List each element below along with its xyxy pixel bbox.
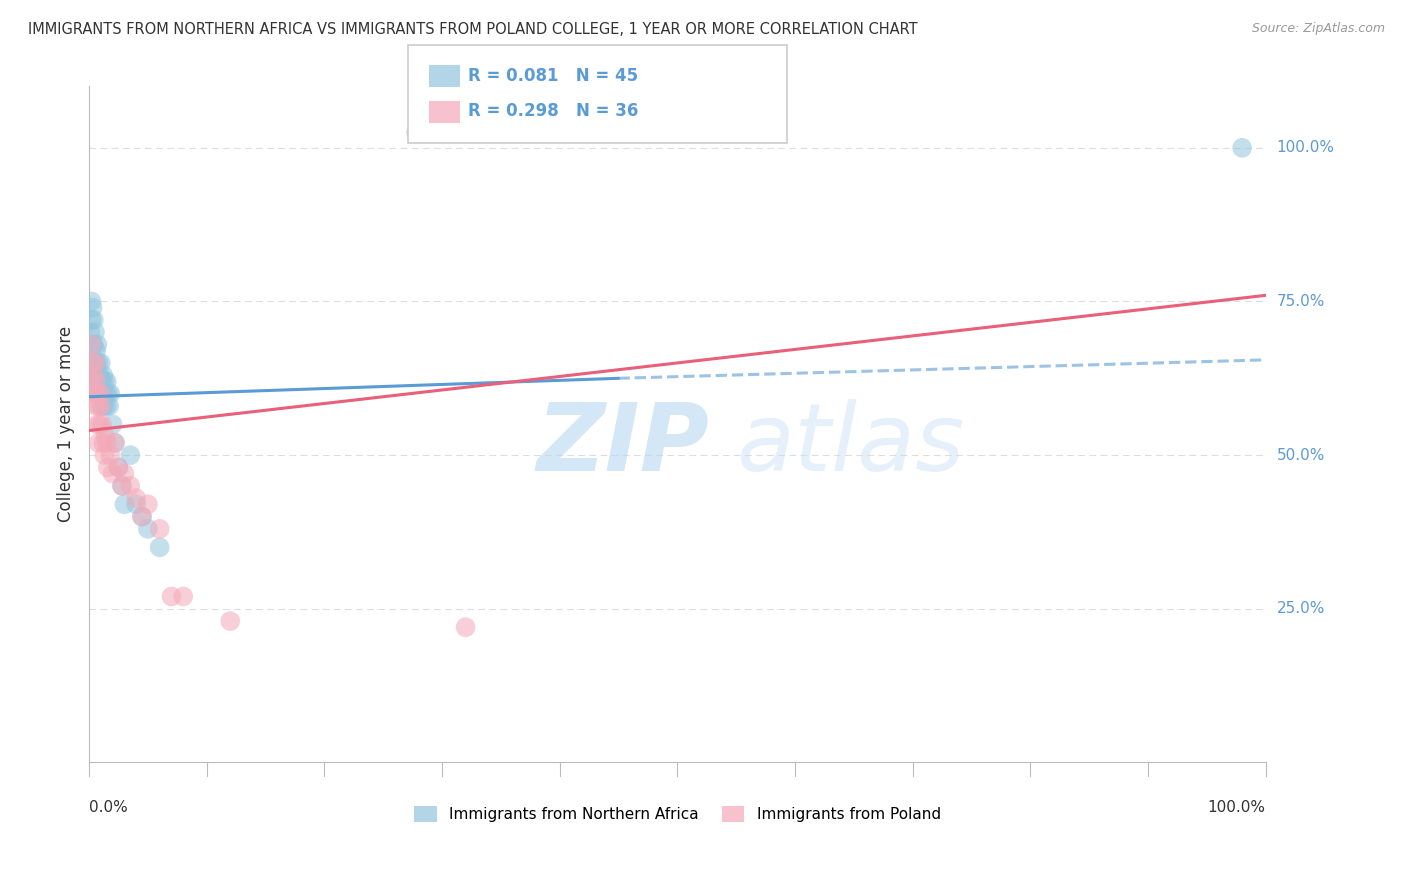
Point (84, 325, 107, 339)
Point (101, 417, 124, 432)
Point (96, 435, 118, 450)
Point (87, 435, 110, 450)
Point (84, 375, 107, 389)
Point (90, 375, 112, 389)
Text: 0.0%: 0.0% (89, 799, 128, 814)
Point (87, 386, 110, 401)
Point (84, 356, 107, 370)
Point (80, 294, 103, 309)
Point (98, 399, 121, 413)
Text: 100.0%: 100.0% (1208, 799, 1265, 814)
Point (97, 460, 120, 475)
Point (405, 125, 427, 139)
Point (94, 386, 117, 401)
Point (82, 337, 104, 351)
Point (96, 375, 118, 389)
Point (149, 541, 172, 555)
Text: ZIP: ZIP (536, 399, 709, 491)
Point (84, 343, 107, 358)
Point (84, 386, 107, 401)
Point (86, 417, 108, 432)
Point (131, 509, 153, 524)
Text: 25.0%: 25.0% (1277, 601, 1324, 616)
Point (87, 375, 110, 389)
Point (90, 399, 112, 413)
Point (86, 337, 108, 351)
Point (125, 497, 148, 511)
Point (84, 356, 107, 370)
Point (79, 325, 101, 339)
Point (93, 399, 115, 413)
Text: 50.0%: 50.0% (1277, 448, 1324, 463)
Point (89, 386, 111, 401)
Point (107, 460, 129, 475)
Point (111, 479, 134, 493)
Point (91, 435, 114, 450)
Y-axis label: College, 1 year or more: College, 1 year or more (58, 326, 75, 523)
Point (82, 301, 104, 315)
Point (91, 386, 114, 401)
Point (91, 417, 114, 432)
Point (83, 337, 105, 351)
Point (84, 375, 107, 389)
Point (84, 356, 107, 370)
Point (80, 337, 103, 351)
Point (82, 356, 104, 370)
Point (136, 497, 159, 511)
Text: R = 0.298   N = 36: R = 0.298 N = 36 (468, 103, 638, 120)
Point (97, 386, 120, 401)
Point (104, 435, 127, 450)
Point (104, 435, 127, 450)
Point (120, 448, 142, 462)
Point (160, 590, 183, 604)
Point (1230, 141, 1253, 155)
Point (94, 430, 117, 444)
Text: Source: ZipAtlas.com: Source: ZipAtlas.com (1251, 22, 1385, 36)
Point (90, 386, 112, 401)
Point (93, 448, 115, 462)
Legend: Immigrants from Northern Africa, Immigrants from Poland: Immigrants from Northern Africa, Immigra… (413, 806, 941, 822)
Point (149, 522, 172, 536)
Point (98, 386, 121, 401)
Point (101, 467, 124, 481)
Point (90, 356, 112, 370)
Text: R = 0.081   N = 45: R = 0.081 N = 45 (468, 67, 638, 86)
Text: 75.0%: 75.0% (1277, 294, 1324, 309)
Point (91, 399, 114, 413)
Point (89, 417, 111, 432)
Point (112, 497, 135, 511)
Point (96, 399, 118, 413)
Point (219, 614, 242, 628)
Point (131, 509, 153, 524)
Text: 100.0%: 100.0% (1277, 140, 1334, 155)
Point (120, 479, 142, 493)
Point (136, 522, 159, 536)
Point (86, 386, 108, 401)
Point (83, 313, 105, 327)
Text: IMMIGRANTS FROM NORTHERN AFRICA VS IMMIGRANTS FROM POLAND COLLEGE, 1 YEAR OR MOR: IMMIGRANTS FROM NORTHERN AFRICA VS IMMIG… (28, 22, 918, 37)
Point (91, 368, 114, 383)
Point (87, 399, 110, 413)
Point (90, 386, 112, 401)
Point (112, 467, 135, 481)
Point (84, 399, 107, 413)
Point (98, 448, 121, 462)
Point (454, 620, 477, 634)
Point (91, 375, 114, 389)
Point (89, 368, 111, 383)
Point (83, 368, 105, 383)
Point (125, 491, 148, 505)
Point (87, 356, 110, 370)
Point (172, 590, 194, 604)
Point (80, 313, 103, 327)
Point (107, 460, 129, 475)
Point (111, 479, 134, 493)
Point (86, 368, 108, 383)
Point (93, 375, 115, 389)
Point (79, 375, 101, 389)
Text: atlas: atlas (737, 400, 965, 491)
